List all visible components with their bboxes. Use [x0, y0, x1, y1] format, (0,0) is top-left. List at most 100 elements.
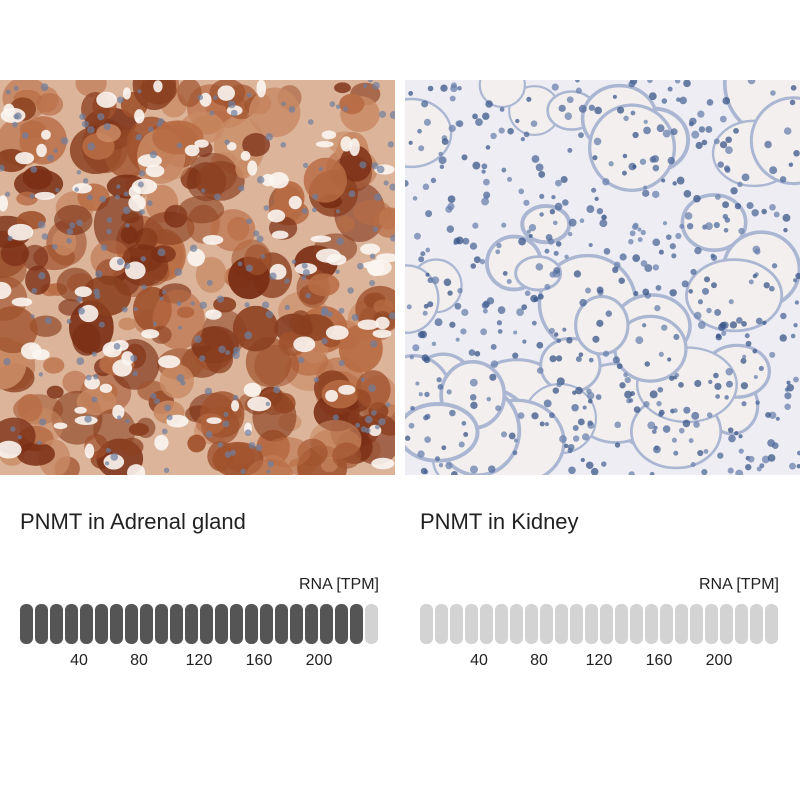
- nucleus: [178, 325, 183, 330]
- nucleus: [82, 178, 89, 184]
- tubule: [588, 103, 677, 192]
- nucleus: [190, 301, 195, 306]
- nucleus: [770, 90, 776, 96]
- nucleus: [706, 307, 712, 314]
- nucleus: [738, 227, 745, 235]
- nucleus: [618, 277, 625, 284]
- cell-cluster: [334, 82, 351, 94]
- nucleus: [135, 133, 143, 141]
- nucleus: [125, 223, 130, 228]
- nucleus: [675, 232, 682, 240]
- nucleus: [637, 227, 642, 232]
- nucleus: [347, 287, 354, 294]
- nucleus: [116, 96, 124, 104]
- nucleus: [552, 220, 558, 226]
- cell-cluster: [110, 339, 160, 390]
- rna-segment: [110, 604, 123, 644]
- nucleus: [462, 237, 470, 245]
- nucleus: [132, 371, 138, 377]
- nucleus: [79, 113, 86, 120]
- rna-segment: [510, 604, 523, 644]
- nucleus: [706, 99, 714, 106]
- nucleus: [301, 208, 308, 215]
- nucleus: [240, 468, 246, 474]
- rna-segment: [335, 604, 348, 644]
- nucleus: [425, 272, 430, 277]
- nucleus: [665, 234, 672, 240]
- nucleus: [378, 110, 387, 118]
- cell-cluster: [76, 388, 117, 416]
- nucleus: [697, 321, 706, 329]
- nucleus: [652, 264, 660, 271]
- nucleus: [682, 419, 691, 428]
- nucleus: [284, 278, 290, 284]
- nucleus: [291, 259, 297, 264]
- nucleus: [771, 263, 778, 269]
- tubule: [685, 258, 784, 333]
- nucleus: [425, 247, 431, 253]
- nucleus: [490, 132, 497, 140]
- nucleus: [588, 242, 593, 248]
- nucleus: [408, 91, 414, 96]
- nucleus: [662, 129, 671, 138]
- nucleus: [266, 469, 271, 474]
- nucleus: [586, 205, 595, 214]
- nucleus: [288, 106, 296, 113]
- rna-segment: [555, 604, 568, 644]
- nucleus: [87, 142, 96, 151]
- nucleus: [244, 302, 250, 308]
- nucleus: [697, 299, 703, 305]
- nucleus: [573, 270, 582, 278]
- nucleus: [273, 386, 281, 394]
- rna-label: RNA [TPM]: [699, 576, 779, 593]
- nucleus: [667, 156, 675, 165]
- cell-cluster: [195, 256, 227, 293]
- nucleus: [719, 321, 727, 329]
- nucleus: [445, 462, 453, 470]
- nucleus: [376, 165, 385, 174]
- lumen: [96, 91, 117, 108]
- nucleus: [535, 263, 544, 271]
- nucleus: [633, 290, 639, 297]
- lumen: [154, 434, 169, 451]
- nucleus: [793, 278, 798, 283]
- nucleus: [244, 331, 253, 340]
- nucleus: [623, 372, 628, 378]
- nucleus: [94, 293, 101, 299]
- nucleus: [521, 304, 528, 311]
- nucleus: [738, 434, 743, 439]
- nucleus: [51, 243, 58, 250]
- nucleus: [31, 287, 38, 294]
- nucleus: [238, 185, 245, 192]
- nucleus: [496, 242, 502, 249]
- nucleus: [163, 467, 170, 473]
- cell-cluster: [373, 299, 394, 315]
- nucleus: [424, 413, 431, 420]
- nucleus: [642, 323, 647, 328]
- nucleus: [552, 387, 560, 394]
- nucleus: [424, 436, 431, 443]
- nucleus: [204, 387, 213, 395]
- rna-segment: [630, 604, 643, 644]
- nucleus: [457, 287, 463, 294]
- nucleus: [553, 250, 559, 256]
- nucleus: [91, 396, 98, 403]
- nucleus: [450, 82, 457, 89]
- nucleus: [305, 292, 312, 299]
- nucleus: [409, 355, 414, 360]
- nucleus: [77, 307, 85, 315]
- nucleus: [418, 392, 423, 397]
- nucleus: [593, 137, 602, 146]
- nucleus: [423, 303, 429, 309]
- nucleus: [789, 462, 796, 470]
- nucleus: [21, 132, 29, 139]
- nucleus: [669, 375, 675, 381]
- nucleus: [560, 175, 568, 184]
- nucleus: [301, 262, 308, 269]
- lumen: [137, 154, 162, 168]
- nucleus: [588, 357, 594, 363]
- nucleus: [725, 380, 733, 388]
- rna-segment: [585, 604, 598, 644]
- lumen: [366, 260, 385, 277]
